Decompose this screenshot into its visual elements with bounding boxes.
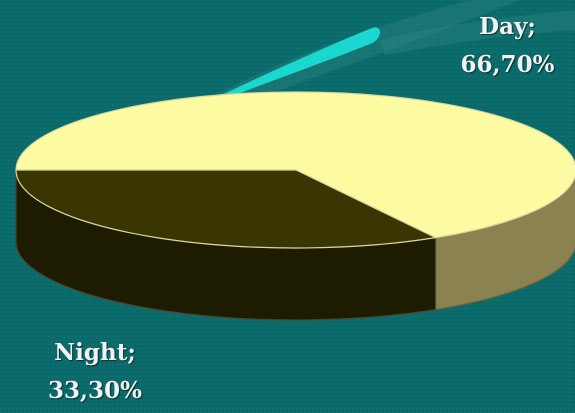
pie-slice-day (15, 91, 575, 239)
slice-label-day-value: 66,70% (460, 51, 555, 78)
slice-label-night-name: Night; (54, 339, 136, 366)
slice-label-night-value: 33,30% (48, 377, 142, 404)
pie-slice-night (15, 169, 438, 249)
slice-label-day-name: Day; (479, 13, 536, 40)
background-swoosh (210, 0, 520, 105)
slice-label-night: Night; 33,30% (0, 334, 190, 410)
background-swoosh-2 (380, 10, 575, 55)
accent-streak (215, 27, 381, 100)
slice-label-day: Day; 66,70% (440, 8, 575, 84)
